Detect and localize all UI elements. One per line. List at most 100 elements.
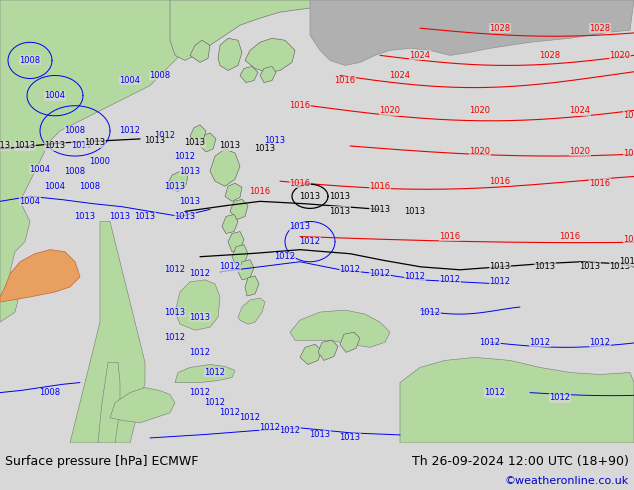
Polygon shape xyxy=(218,38,242,71)
Text: 1016: 1016 xyxy=(370,182,391,191)
Text: 1013: 1013 xyxy=(330,192,351,201)
Text: 1013: 1013 xyxy=(184,139,205,147)
Polygon shape xyxy=(400,357,634,443)
Text: 1004: 1004 xyxy=(20,197,41,206)
Text: 1013: 1013 xyxy=(110,212,131,221)
Text: 1013: 1013 xyxy=(84,139,106,147)
Polygon shape xyxy=(98,363,120,443)
Text: 1013: 1013 xyxy=(164,308,186,317)
Text: 1013: 1013 xyxy=(309,430,330,440)
Text: 1012: 1012 xyxy=(275,252,295,261)
Polygon shape xyxy=(0,250,80,302)
Text: 1016: 1016 xyxy=(439,232,460,241)
Text: 1004: 1004 xyxy=(119,76,141,85)
Text: 1012: 1012 xyxy=(190,270,210,278)
Text: 1020: 1020 xyxy=(380,106,401,115)
Text: 1012: 1012 xyxy=(339,265,361,274)
Polygon shape xyxy=(230,199,248,220)
Text: 1013: 1013 xyxy=(134,212,155,221)
Text: 1016: 1016 xyxy=(290,179,311,188)
Text: 1012: 1012 xyxy=(190,388,210,397)
Text: 1004: 1004 xyxy=(44,182,65,191)
Text: 1013: 1013 xyxy=(179,167,200,175)
Text: 1016: 1016 xyxy=(623,235,634,244)
Text: 1020: 1020 xyxy=(470,106,491,115)
Text: 1012: 1012 xyxy=(420,308,441,317)
Text: 1013: 1013 xyxy=(15,142,36,150)
Text: 1028: 1028 xyxy=(540,51,560,60)
Text: 1012: 1012 xyxy=(404,272,425,281)
Text: 1016: 1016 xyxy=(590,179,611,188)
Polygon shape xyxy=(232,245,248,266)
Text: 1008: 1008 xyxy=(150,71,171,80)
Text: 1024: 1024 xyxy=(389,71,410,80)
Text: 1012: 1012 xyxy=(479,338,500,347)
Text: 1013: 1013 xyxy=(370,205,391,214)
Text: 1013: 1013 xyxy=(609,262,631,271)
Polygon shape xyxy=(70,221,145,443)
Text: 1012: 1012 xyxy=(489,277,510,286)
Text: Th 26-09-2024 12:00 UTC (18+90): Th 26-09-2024 12:00 UTC (18+90) xyxy=(412,455,629,468)
Text: 1013: 1013 xyxy=(579,262,600,271)
Polygon shape xyxy=(238,298,265,324)
Text: 1012: 1012 xyxy=(550,393,571,402)
Text: 1013: 1013 xyxy=(404,207,425,216)
Text: 1012: 1012 xyxy=(240,413,261,422)
Text: 1012: 1012 xyxy=(590,338,611,347)
Text: 1004: 1004 xyxy=(44,91,65,100)
Text: 1013: 1013 xyxy=(74,212,96,221)
Text: 1013: 1013 xyxy=(264,136,285,146)
Polygon shape xyxy=(170,0,440,60)
Text: 1013: 1013 xyxy=(534,262,555,271)
Polygon shape xyxy=(290,310,390,347)
Text: 1012: 1012 xyxy=(219,408,240,417)
Text: 1013: 1013 xyxy=(179,197,200,206)
Text: 1020: 1020 xyxy=(623,111,634,120)
Text: 1012: 1012 xyxy=(72,142,93,150)
Text: 1013: 1013 xyxy=(164,182,186,191)
Text: 1024: 1024 xyxy=(569,106,590,115)
Text: 1020: 1020 xyxy=(470,147,491,155)
Text: 1013: 1013 xyxy=(290,222,311,231)
Text: 1016: 1016 xyxy=(249,187,271,196)
Text: 1012: 1012 xyxy=(280,426,301,436)
Polygon shape xyxy=(260,67,276,82)
Polygon shape xyxy=(222,215,238,234)
Text: 1016: 1016 xyxy=(559,232,581,241)
Text: 1013: 1013 xyxy=(489,262,510,271)
Text: 1012: 1012 xyxy=(190,348,210,357)
Text: 1004: 1004 xyxy=(30,165,51,173)
Text: 1012: 1012 xyxy=(164,265,186,274)
Text: 1020: 1020 xyxy=(609,51,630,60)
Polygon shape xyxy=(238,260,254,280)
Text: 1013: 1013 xyxy=(190,313,210,321)
Text: 1024: 1024 xyxy=(410,51,430,60)
Text: Surface pressure [hPa] ECMWF: Surface pressure [hPa] ECMWF xyxy=(5,455,198,468)
Text: 1013: 1013 xyxy=(219,142,240,150)
Text: 1028: 1028 xyxy=(590,24,611,33)
Text: 1020: 1020 xyxy=(623,148,634,157)
Polygon shape xyxy=(0,0,190,322)
Text: 1012: 1012 xyxy=(174,151,195,161)
Text: 1020: 1020 xyxy=(569,147,590,155)
Text: 1008: 1008 xyxy=(65,167,86,175)
Text: 1016: 1016 xyxy=(489,177,510,186)
Text: 1016: 1016 xyxy=(290,101,311,110)
Text: 1012: 1012 xyxy=(439,275,460,284)
Polygon shape xyxy=(200,133,216,152)
Text: 1008: 1008 xyxy=(79,182,101,191)
Polygon shape xyxy=(225,183,242,201)
Text: 1012: 1012 xyxy=(529,338,550,347)
Text: ©weatheronline.co.uk: ©weatheronline.co.uk xyxy=(505,476,629,486)
Text: 1013: 1013 xyxy=(174,212,195,221)
Text: 1000: 1000 xyxy=(89,157,110,166)
Text: 1012: 1012 xyxy=(299,237,321,246)
Text: 1008: 1008 xyxy=(39,388,61,397)
Text: 1012: 1012 xyxy=(205,368,226,377)
Text: 1008: 1008 xyxy=(20,56,41,65)
Text: 1013: 1013 xyxy=(619,257,634,266)
Polygon shape xyxy=(190,125,206,144)
Text: 1012: 1012 xyxy=(205,398,226,407)
Text: 1013: 1013 xyxy=(330,207,351,216)
Text: 1013: 1013 xyxy=(145,136,165,146)
